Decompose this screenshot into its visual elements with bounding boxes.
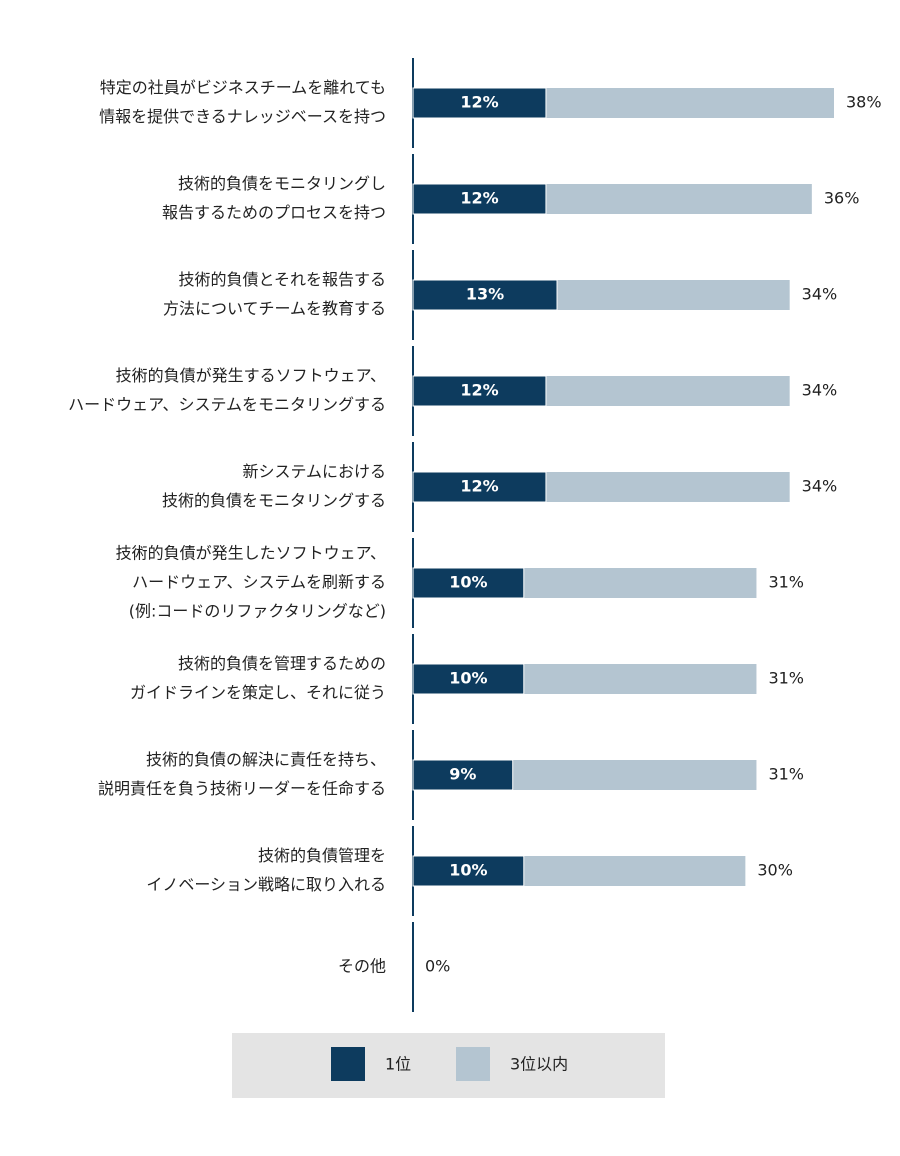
value-label: 34% [802, 381, 838, 400]
value-label: 34% [802, 477, 838, 496]
category-label: その他 [338, 957, 386, 976]
category-label: 特定の社員がビジネスチームを離れても [100, 78, 386, 97]
category-label: イノベーション戦略に取り入れる [146, 875, 386, 894]
category-label: 技術的負債が発生するソフトウェア、 [116, 366, 386, 385]
category-label: ガイドラインを策定し、それに従う [130, 683, 386, 702]
category-label: 技術的負債をモニタリングする [162, 491, 386, 510]
value-label: 12% [460, 477, 498, 496]
category-label: ハードウェア、システムをモニタリングする [68, 395, 386, 414]
value-label: 30% [757, 861, 793, 880]
category-label: 情報を提供できるナレッジベースを持つ [99, 107, 386, 126]
value-label: 34% [802, 285, 838, 304]
value-label: 0% [425, 957, 450, 976]
category-label: 説明責任を負う技術リーダーを任命する [98, 779, 386, 798]
category-label: ハードウェア、システムを刷新する [132, 573, 386, 592]
value-label: 12% [460, 381, 498, 400]
value-label: 38% [846, 93, 882, 112]
value-label: 12% [460, 93, 498, 112]
category-label: 技術的負債をモニタリングし [178, 174, 386, 193]
legend-swatch [456, 1047, 490, 1081]
bar-first [412, 87, 547, 119]
bar-first [412, 663, 525, 695]
value-label: 9% [449, 765, 476, 784]
value-label: 13% [466, 285, 504, 304]
bar-first [412, 471, 547, 503]
bar-first [412, 855, 525, 887]
value-label: 31% [768, 573, 804, 592]
category-label: 新システムにおける [242, 462, 386, 481]
value-label: 10% [449, 861, 487, 880]
value-label: 31% [768, 669, 804, 688]
bar-first [412, 375, 547, 407]
category-label: 技術的負債とそれを報告する [178, 270, 386, 289]
category-label: 方法についてチームを教育する [163, 299, 386, 318]
bar-first [412, 567, 525, 599]
category-label: 報告するためのプロセスを持つ [162, 203, 386, 222]
legend-label: 3位以内 [510, 1055, 568, 1074]
legend-box [232, 1033, 665, 1098]
legend-label: 1位 [385, 1055, 411, 1074]
category-label: 技術的負債が発生したソフトウェア、 [116, 544, 386, 563]
value-label: 10% [449, 573, 487, 592]
value-label: 31% [768, 765, 804, 784]
value-label: 12% [460, 189, 498, 208]
category-label: 技術的負債の解決に責任を持ち、 [146, 750, 386, 769]
category-label: 技術的負債を管理するための [178, 654, 386, 673]
bar-first [412, 759, 514, 791]
bar-first [412, 183, 547, 215]
category-label: (例:コードのリファクタリングなど) [129, 602, 386, 621]
legend-swatch [331, 1047, 365, 1081]
value-label: 36% [824, 189, 860, 208]
category-label: 技術的負債管理を [258, 846, 386, 865]
bar-first [412, 279, 558, 311]
value-label: 10% [449, 669, 487, 688]
